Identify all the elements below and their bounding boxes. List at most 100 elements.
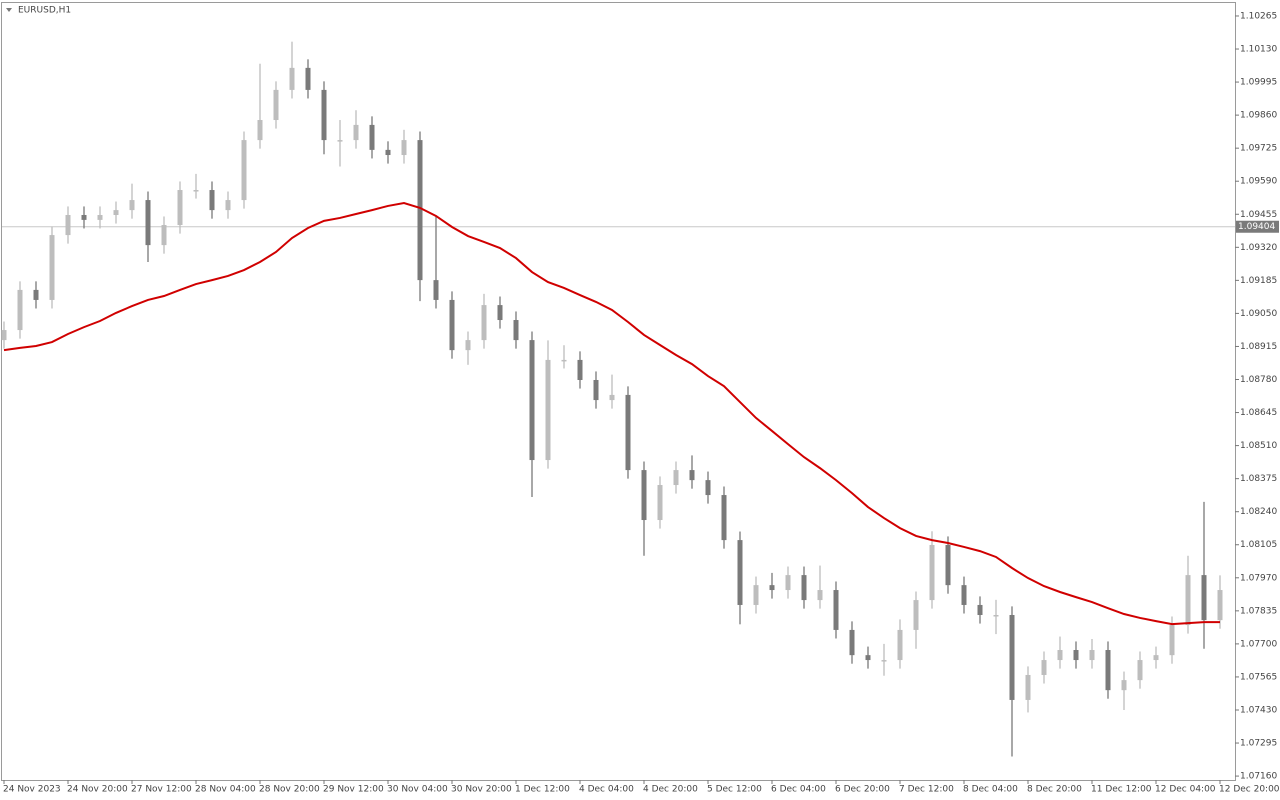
candle-body — [129, 200, 135, 211]
candle-body — [1, 330, 7, 341]
y-tick-label: 1.08375 — [1240, 474, 1277, 484]
x-tick-label: 28 Nov 04:00 — [195, 785, 256, 795]
candle-body — [497, 305, 503, 321]
candle-body — [961, 585, 967, 605]
candle-body — [833, 590, 839, 630]
candle-body — [401, 140, 407, 156]
y-tick-label: 1.07835 — [1240, 606, 1277, 616]
candle-body — [241, 140, 247, 201]
candle-body — [289, 67, 295, 90]
moving-average — [3, 201, 1220, 626]
candle-body — [1121, 680, 1127, 691]
candle-body — [257, 120, 263, 141]
candle-body — [1057, 650, 1063, 661]
candle-body — [81, 214, 87, 220]
candle-body — [881, 660, 887, 662]
chart-title: EURUSD,H1 — [18, 6, 71, 16]
candle-body — [65, 214, 71, 236]
plot-frame — [1, 2, 1236, 781]
candle-body — [193, 190, 199, 192]
candle-body — [1201, 575, 1207, 621]
candle-body — [561, 359, 567, 362]
x-tick-label: 6 Dec 04:00 — [771, 785, 826, 795]
candle-body — [1217, 590, 1223, 621]
candle-body — [865, 655, 871, 661]
candle-body — [929, 544, 935, 601]
candle-body — [913, 600, 919, 630]
candle-body — [337, 140, 343, 142]
candle-body — [737, 540, 743, 605]
y-tick-label: 1.08780 — [1240, 375, 1277, 385]
y-tick-label: 1.08105 — [1240, 540, 1277, 550]
x-tick-label: 4 Dec 04:00 — [579, 785, 634, 795]
candle-body — [785, 575, 791, 591]
candle-body — [689, 470, 695, 481]
candle-body — [433, 280, 439, 300]
candle-body — [1009, 615, 1015, 700]
x-tick-label: 27 Nov 12:00 — [131, 785, 192, 795]
y-tick-label: 1.07295 — [1240, 739, 1277, 749]
candle-body — [225, 200, 231, 211]
y-tick-label: 1.09725 — [1240, 144, 1277, 154]
y-tick-label: 1.08915 — [1240, 342, 1277, 352]
candle-body — [305, 67, 311, 90]
y-tick-label: 1.07700 — [1240, 639, 1277, 649]
candle-body — [321, 89, 327, 141]
candle-body — [177, 190, 183, 226]
candle-body — [625, 394, 631, 471]
candle-body — [529, 340, 535, 461]
candle-body — [97, 214, 103, 220]
candle-body — [145, 200, 151, 246]
x-tick-label: 29 Nov 12:00 — [323, 785, 384, 795]
x-tick-label: 8 Dec 20:00 — [1027, 785, 1082, 795]
candle-body — [769, 585, 775, 591]
current-price-label: 1.09404 — [1238, 222, 1275, 232]
candle-body — [849, 629, 855, 656]
x-tick-label: 4 Dec 20:00 — [643, 785, 698, 795]
y-tick-label: 1.10130 — [1240, 45, 1277, 55]
x-tick-label: 30 Nov 04:00 — [387, 785, 448, 795]
x-tick-label: 30 Nov 20:00 — [451, 785, 512, 795]
candle-body — [161, 225, 167, 246]
candle-body — [817, 590, 823, 601]
candle-body — [49, 235, 55, 300]
candle-body — [481, 305, 487, 341]
candle-body — [1041, 660, 1047, 675]
candle-body — [945, 544, 951, 586]
candle-body — [385, 149, 391, 156]
x-tick-label: 24 Nov 2023 — [3, 785, 61, 795]
candle-body — [17, 289, 23, 331]
y-tick-label: 1.07430 — [1240, 705, 1277, 715]
x-tick-label: 6 Dec 20:00 — [835, 785, 890, 795]
candle-body — [801, 575, 807, 601]
candle-body — [721, 495, 727, 541]
x-tick-label: 8 Dec 04:00 — [963, 785, 1018, 795]
candle-body — [273, 89, 279, 121]
y-tick-label: 1.08510 — [1240, 441, 1277, 451]
x-tick-label: 5 Dec 12:00 — [707, 785, 762, 795]
candle-body — [705, 480, 711, 496]
y-tick-label: 1.07970 — [1240, 573, 1277, 583]
candle-body — [1169, 625, 1175, 656]
candle-body — [753, 585, 759, 605]
candle-body — [657, 485, 663, 521]
candle-body — [417, 140, 423, 281]
x-tick-label: 7 Dec 12:00 — [899, 785, 954, 795]
y-tick-label: 1.09995 — [1240, 78, 1277, 88]
candle-body — [1185, 575, 1191, 626]
y-tick-label: 1.09320 — [1240, 243, 1277, 253]
y-tick-label: 1.09050 — [1240, 309, 1277, 319]
candle-body — [1025, 674, 1031, 700]
x-tick-label: 28 Nov 20:00 — [259, 785, 320, 795]
symbol-menu-arrow[interactable] — [6, 8, 12, 12]
y-tick-label: 1.09455 — [1240, 210, 1277, 220]
y-tick-label: 1.07565 — [1240, 672, 1277, 682]
candle-body — [641, 470, 647, 521]
y-tick-label: 1.07160 — [1240, 772, 1277, 782]
y-tick-label: 1.08240 — [1240, 507, 1277, 517]
candle-body — [577, 359, 583, 380]
x-tick-label: 24 Nov 20:00 — [67, 785, 128, 795]
candle-body — [977, 604, 983, 616]
